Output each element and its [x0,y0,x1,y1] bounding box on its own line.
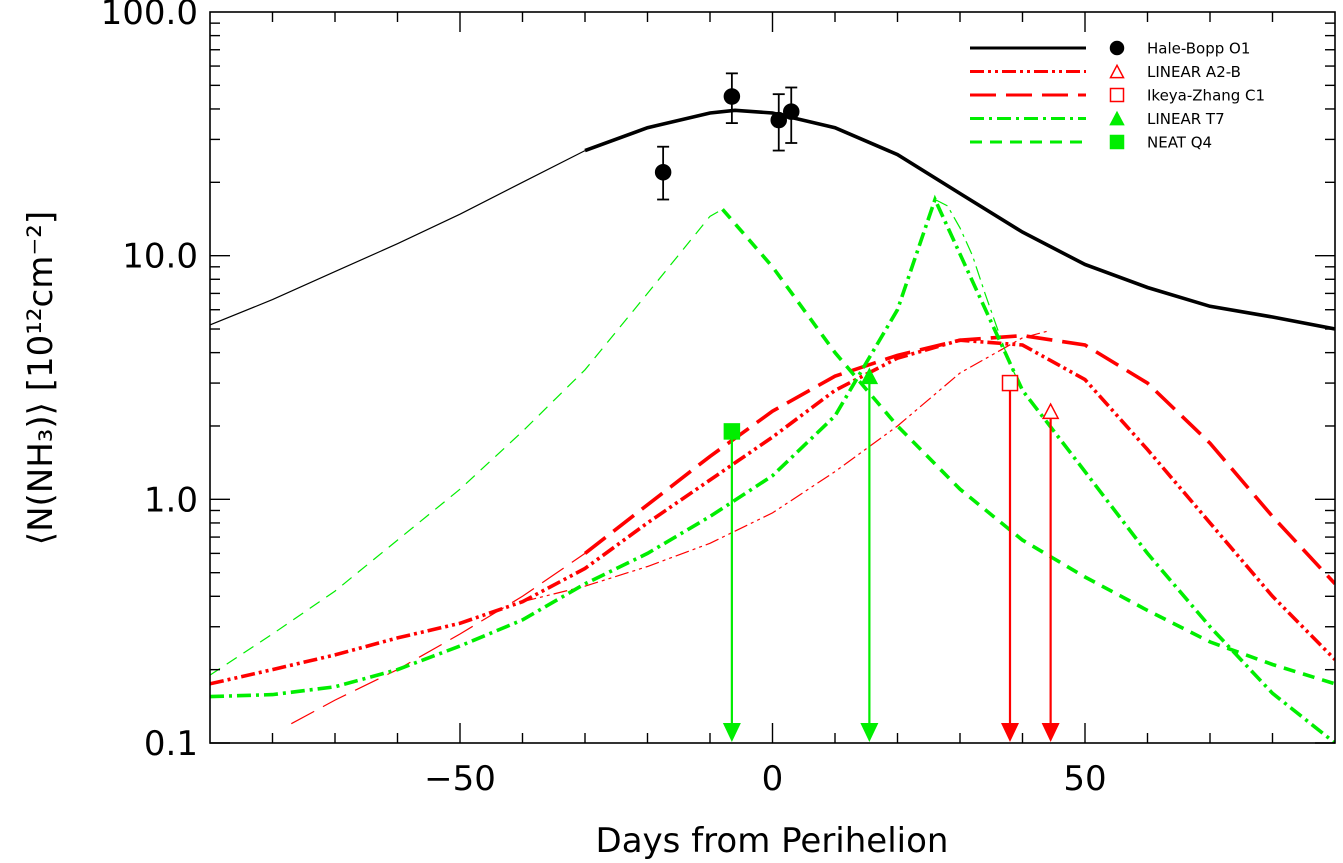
series-ikeya-zhang-c1-model-thin [291,552,586,725]
axes: −50 0 50 0.1 1.0 10.0 100.0 [101,0,1336,799]
y-tick-label: 10.0 [122,237,198,277]
series-hale-bopp-o1-model-thick [584,108,1335,331]
data-markers [654,72,1060,742]
series-neat-q4-arrowhead [722,723,741,742]
x-axis-title: Days from Perihelion [596,821,949,861]
series-hale-bopp-o1-point [770,111,787,129]
y-tick-label: 100.0 [101,0,198,33]
x-tick-label: 50 [1063,759,1106,799]
series-linear-t7-model-thick [210,194,1335,743]
legend: Hale-Bopp O1 LINEAR A2-B Ikeya-Zhang C1 LIN… [970,40,1265,152]
series-ikeya-zhang-c1-model-thick [583,333,1335,586]
series-linear-a2-b-legend-label: LINEAR A2-B [1147,63,1241,81]
series-linear-t7-model-thin [934,198,1024,391]
series-hale-bopp-o1-model-thin [210,150,586,326]
y-axis-title: ⟨N(NH₃)⟩ [10¹²cm⁻²] [21,211,61,545]
series-ikeya-zhang-c1-legend-label: Ikeya-Zhang C1 [1147,87,1265,105]
series-linear-a2-b-model-thick [210,338,1335,686]
series-hale-bopp-o1-legend-label: Hale-Bopp O1 [1147,40,1250,58]
series-ikeya-zhang-c1-arrowhead [1001,723,1019,742]
series-neat-q4-model-thin [210,208,723,676]
series-linear-a2-b-arrowhead [1041,723,1060,742]
series-linear-a2-b-legend-marker [1109,63,1125,79]
series-ikeya-zhang-c1-legend-marker [1109,87,1125,103]
series-hale-bopp-o1-point [783,103,800,120]
series-neat-q4-legend-marker [1109,134,1125,150]
y-tick-label: 1.0 [144,480,198,520]
series-hale-bopp-o1-legend-marker [1109,40,1125,56]
x-tick-label: −50 [424,759,496,799]
series-neat-q4-legend-label: NEAT Q4 [1147,134,1212,152]
series-linear-a2-b-model-thin [522,330,1048,603]
series-linear-t7-legend-marker [1109,110,1125,126]
model-curves [210,108,1335,743]
series-ikeya-zhang-c1-point [1001,374,1019,392]
series-linear-t7-arrowhead [860,723,879,742]
series-linear-t7-legend-label: LINEAR T7 [1147,110,1225,128]
series-neat-q4-point [723,423,741,440]
series-linear-t7-point [860,367,879,385]
x-tick-label: 0 [762,759,784,799]
series-hale-bopp-o1-point [654,163,672,181]
series-linear-a2-b-point [1041,402,1060,420]
series-hale-bopp-o1-point [723,88,741,105]
y-tick-label: 0.1 [144,724,198,764]
series-neat-q4-model-thick [721,208,1335,686]
